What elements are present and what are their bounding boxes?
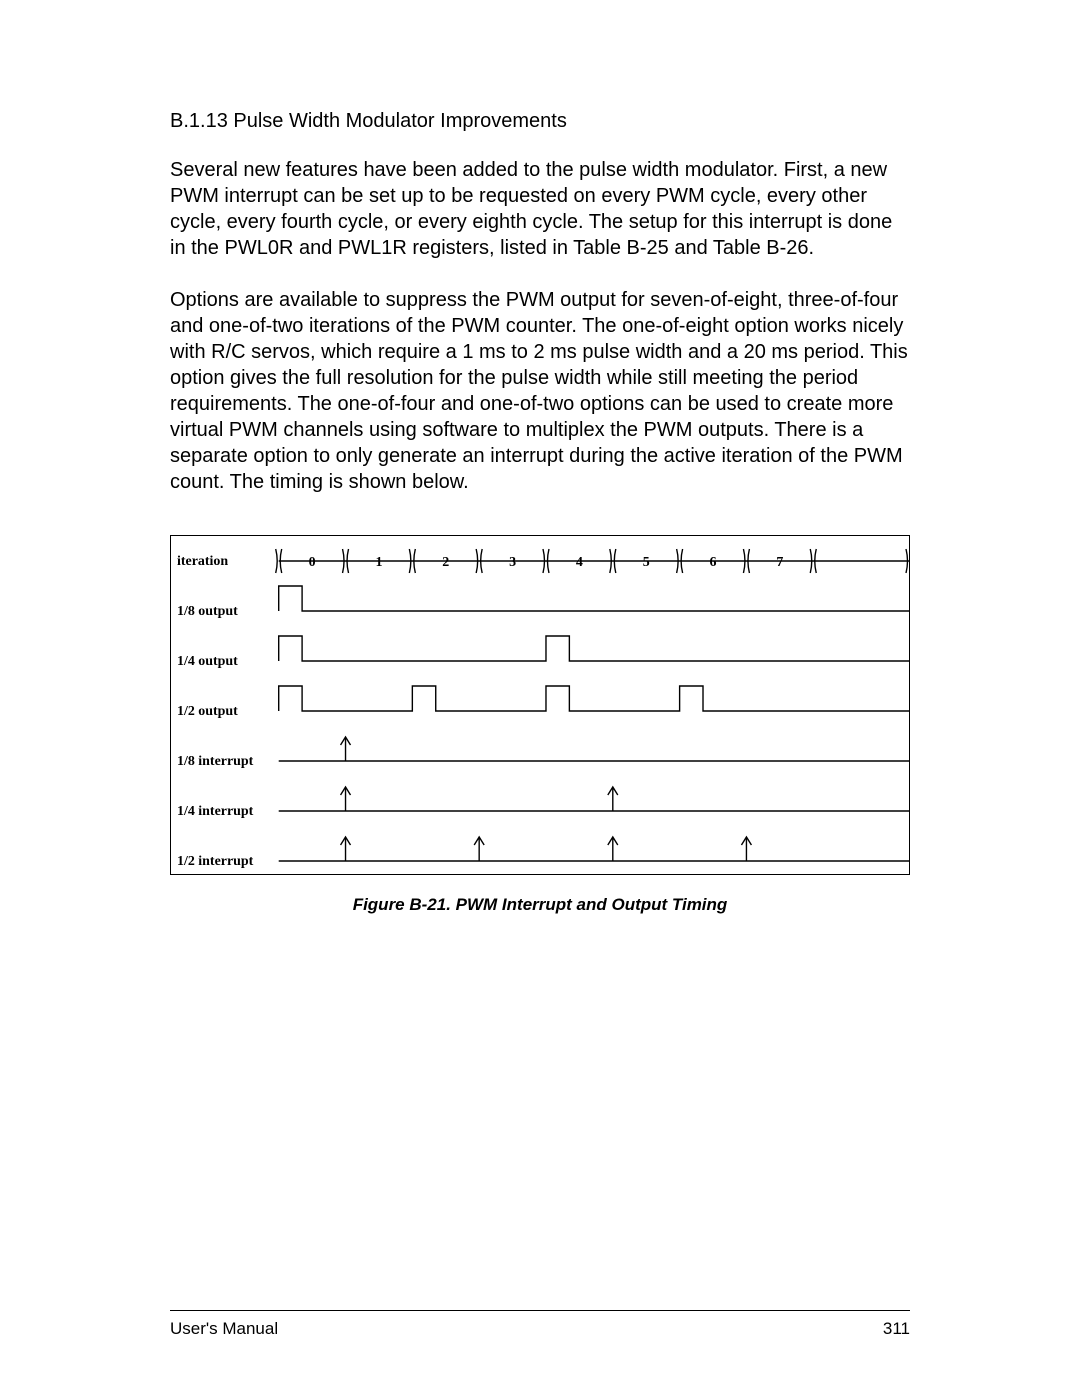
footer-left: User's Manual	[170, 1319, 278, 1339]
timing-diagram: iteration 1/8 output 1/4 output 1/2 output 1…	[170, 535, 910, 875]
paragraph-1: Several new features have been added to …	[170, 157, 910, 261]
svg-text:1/2 output: 1/2 output	[177, 704, 238, 719]
figure-caption: Figure B-21. PWM Interrupt and Output Ti…	[170, 895, 910, 915]
footer-right: 311	[883, 1319, 910, 1339]
page: B.1.13 Pulse Width Modulator Improvement…	[0, 0, 1080, 1397]
timing-diagram-svg: iteration 1/8 output 1/4 output 1/2 output 1…	[171, 536, 909, 874]
svg-text:0: 0	[309, 555, 316, 570]
page-footer: User's Manual 311	[170, 1310, 910, 1339]
svg-text:3: 3	[509, 555, 516, 570]
svg-text:6: 6	[710, 555, 717, 570]
svg-text:1/4 output: 1/4 output	[177, 654, 238, 669]
svg-text:iteration: iteration	[177, 554, 228, 569]
svg-text:1/4 interrupt: 1/4 interrupt	[177, 804, 254, 819]
section-heading: B.1.13 Pulse Width Modulator Improvement…	[170, 110, 910, 133]
svg-text:1/8 output: 1/8 output	[177, 604, 238, 619]
svg-text:1/2 interrupt: 1/2 interrupt	[177, 854, 254, 869]
svg-text:7: 7	[776, 555, 783, 570]
svg-text:5: 5	[643, 555, 650, 570]
paragraph-2: Options are available to suppress the PW…	[170, 287, 910, 495]
svg-text:1: 1	[375, 555, 382, 570]
svg-text:2: 2	[442, 555, 449, 570]
svg-text:1/8 interrupt: 1/8 interrupt	[177, 754, 254, 769]
svg-text:4: 4	[576, 555, 583, 570]
